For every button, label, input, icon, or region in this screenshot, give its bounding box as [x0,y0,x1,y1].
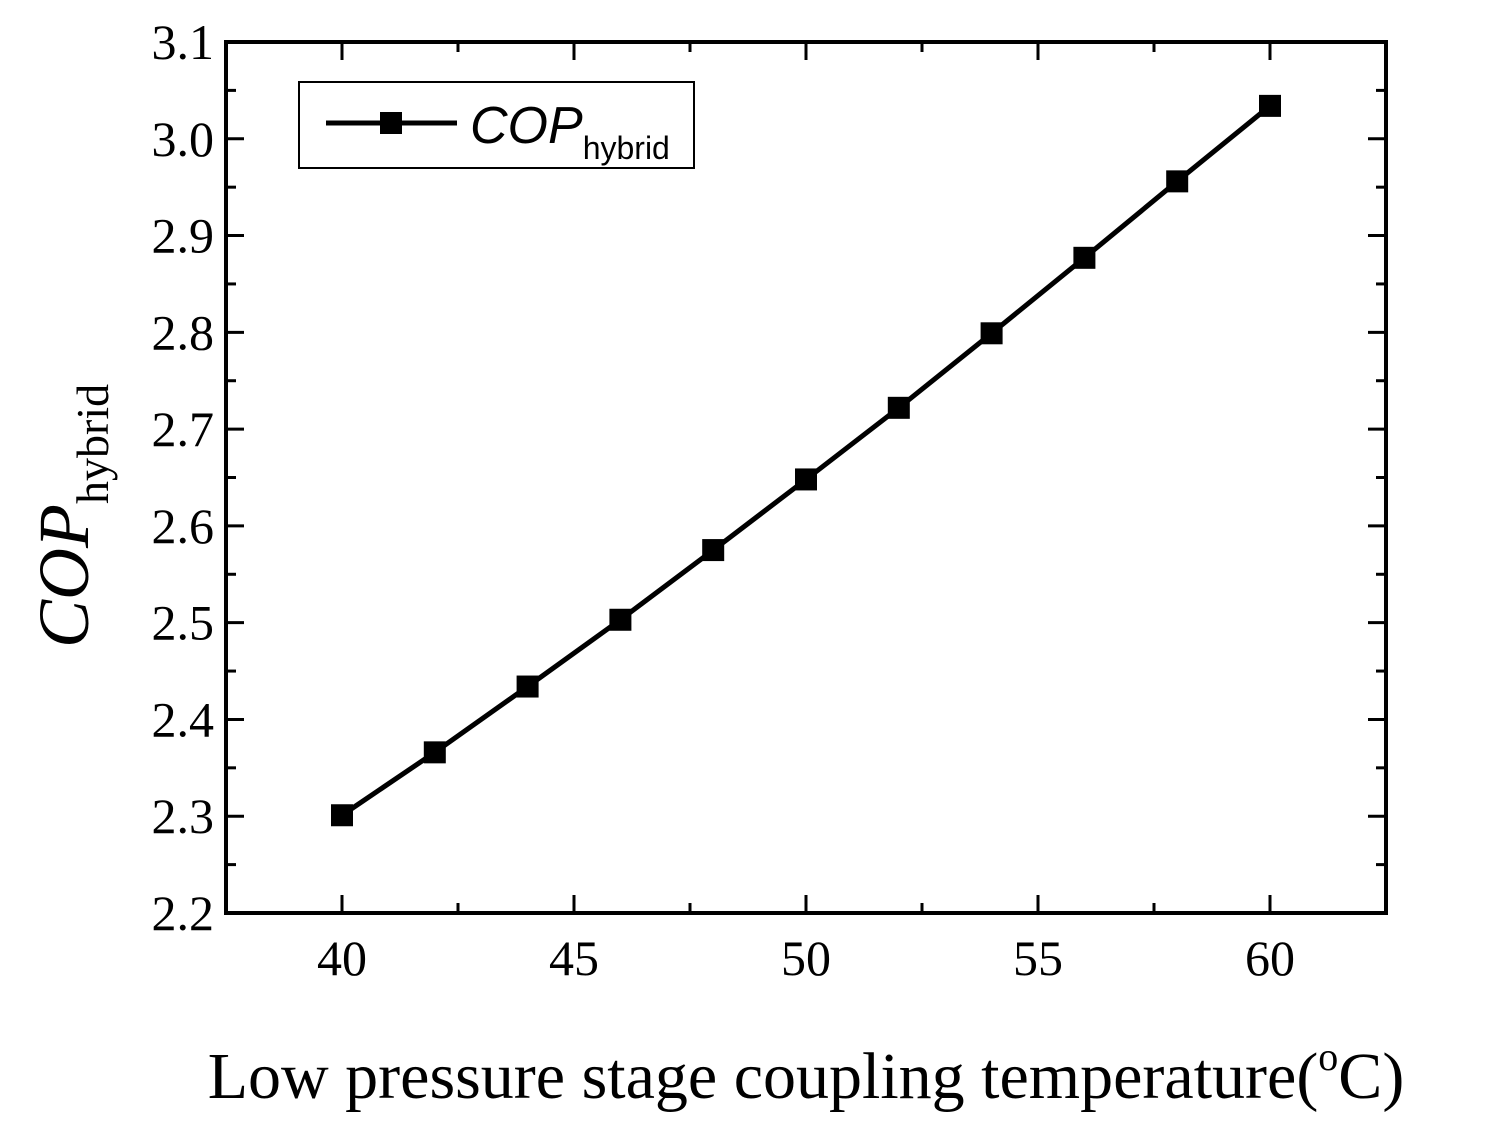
legend-label-sub: hybrid [583,130,670,166]
x-tick-label: 60 [1245,930,1295,986]
data-point-marker [1259,94,1281,117]
legend: COPhybrid [298,81,695,169]
y-tick-label: 3.0 [152,111,215,167]
x-tick-label: 55 [1013,930,1063,986]
x-axis-tick-labels: 40 45 50 55 60 [317,930,1295,986]
y-tick-label: 2.8 [152,304,215,360]
y-tick-label: 2.6 [152,498,215,554]
data-point-marker [423,741,446,764]
data-point-marker [331,804,353,827]
data-point-marker [795,468,817,491]
y-tick-label: 2.2 [152,885,215,941]
x-axis-unit-rest: C) [1338,1040,1404,1113]
y-axis-ticks [226,40,1386,915]
legend-label: COPhybrid [470,97,670,166]
y-tick-label: 2.5 [152,595,215,651]
x-tick-label: 45 [549,930,599,986]
y-axis-tick-labels: 2.2 2.3 2.4 2.5 2.6 2.7 2.8 2.9 3.0 3.1 [152,14,215,941]
data-point-marker [516,675,539,698]
y-axis-title: COPhybrid [24,384,118,648]
x-axis-unit-open: ( [1296,1040,1318,1113]
data-point-marker [887,396,910,419]
x-tick-label: 40 [317,930,367,986]
legend-marker [380,112,402,134]
legend-label-main: COP [470,97,583,155]
y-tick-label: 2.7 [152,401,215,457]
y-axis-title-main: COP [24,504,104,648]
y-tick-label: 2.3 [152,788,215,844]
y-tick-label: 3.1 [152,14,215,70]
data-point-marker [1073,246,1096,269]
x-axis-title: Low pressure stage coupling temperature(… [208,1034,1405,1113]
x-axis-unit-degree: o [1318,1034,1338,1079]
y-tick-label: 2.9 [152,208,215,264]
data-point-marker [702,539,725,562]
y-tick-label: 2.4 [152,691,215,747]
data-point-marker [980,322,1003,345]
x-tick-label: 50 [781,930,831,986]
series-layer [331,94,1281,827]
series-line [340,103,1272,818]
data-point-marker [609,608,632,631]
data-point-marker [1166,170,1189,193]
y-axis-title-sub: hybrid [67,384,118,504]
x-axis-title-text: Low pressure stage coupling temperature [208,1040,1297,1113]
x-axis-ticks [340,42,1272,913]
